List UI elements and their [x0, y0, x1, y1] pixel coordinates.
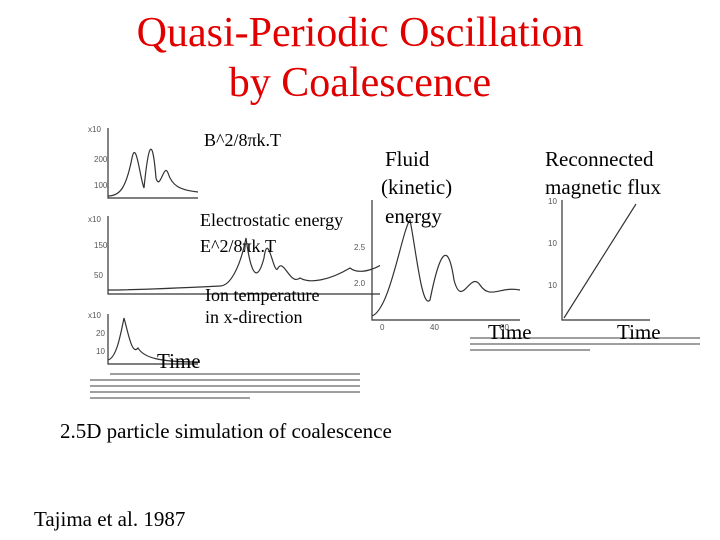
ion-temperature-label-1: Ion temperature [205, 285, 320, 305]
svg-text:200: 200 [94, 155, 108, 164]
svg-text:150: 150 [94, 241, 108, 250]
svg-text:x10: x10 [88, 125, 101, 134]
svg-text:40: 40 [430, 323, 439, 332]
magnetic-energy-label: B^2/8πk.T [204, 130, 282, 150]
left-figure-panels: x10 200 100 x10 150 50 x10 20 10 [88, 125, 380, 365]
svg-text:20: 20 [96, 329, 105, 338]
title-line-2: by Coalescence [228, 60, 492, 106]
svg-text:10: 10 [96, 347, 105, 356]
electrostatic-energy-label-2: E^2/8πk.T [200, 236, 277, 256]
reconnected-flux-label-2: magnetic flux [545, 175, 662, 199]
slide-subtitle: 2.5D particle simulation of coalescence [60, 419, 392, 443]
fluid-energy-label-3: energy [385, 204, 442, 228]
svg-text:x10: x10 [88, 215, 101, 224]
svg-text:10: 10 [548, 197, 557, 206]
fluid-energy-label-1: Fluid [385, 147, 430, 171]
svg-text:80: 80 [500, 323, 509, 332]
svg-text:0: 0 [380, 323, 385, 332]
svg-text:x10: x10 [88, 311, 101, 320]
time-axis-label-middle: Time [488, 320, 532, 344]
svg-text:10: 10 [548, 281, 557, 290]
svg-text:2.5: 2.5 [354, 243, 366, 252]
time-axis-label-right: Time [617, 320, 661, 344]
left-figure-caption-scan [90, 373, 360, 399]
slide-title: Quasi-Periodic Oscillation by Coalescenc… [0, 8, 720, 108]
svg-text:100: 100 [94, 181, 108, 190]
reconnected-flux-label-1: Reconnected [545, 147, 654, 171]
fluid-energy-label-2: (kinetic) [381, 175, 453, 199]
svg-text:10: 10 [548, 239, 557, 248]
electrostatic-energy-label-1: Electrostatic energy [200, 210, 344, 230]
time-axis-label-left: Time [157, 349, 201, 373]
svg-text:2.0: 2.0 [354, 279, 366, 288]
title-line-1: Quasi-Periodic Oscillation [136, 10, 584, 56]
right-figure-panels: 2.5 2.0 0 40 80 10 10 10 [354, 197, 700, 351]
ion-temperature-label-2: in x-direction [205, 307, 303, 327]
citation: Tajima et al. 1987 [34, 507, 186, 531]
svg-text:50: 50 [94, 271, 103, 280]
